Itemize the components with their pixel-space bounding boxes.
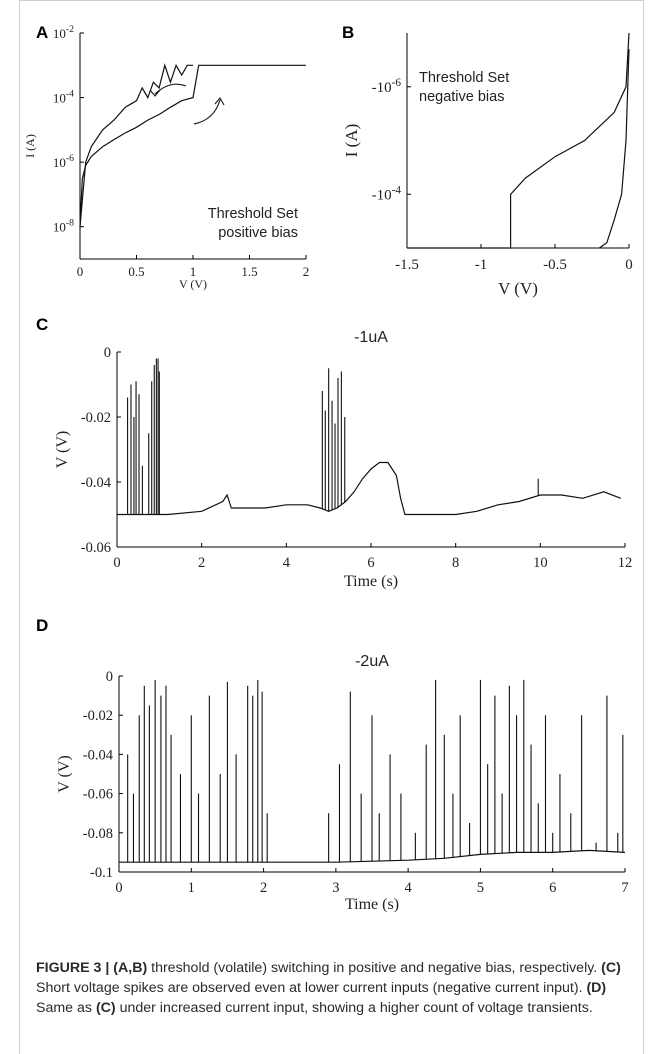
caption-part: (C) <box>601 960 621 976</box>
sweep-arrow-icon <box>193 99 221 125</box>
x-axis-label: Time (s) <box>345 896 399 913</box>
x-tick-label: 1.5 <box>241 264 257 279</box>
y-axis-label: I (A) <box>23 134 37 158</box>
series-line <box>79 63 193 227</box>
series-line <box>117 461 622 516</box>
y-tick-label: -0.04 <box>83 747 114 763</box>
x-tick-label: 0 <box>77 264 84 279</box>
chart-d: 0 1 2 3 4 5 6 7 0 -0.02 -0.04 -0.06 -0.08 -0.1 Time (s… <box>56 653 629 913</box>
caption-part: threshold (volatile) switching in positi… <box>147 960 602 976</box>
y-tick-label: 10-6 <box>53 153 74 170</box>
x-axis-label: V (V) <box>498 279 538 298</box>
x-tick-label: 2 <box>303 264 310 279</box>
panel-letter-d: D <box>36 616 48 635</box>
arrowhead-icon <box>149 89 161 97</box>
y-tick-label: -0.02 <box>83 708 113 724</box>
x-tick-label: 6 <box>367 555 374 571</box>
caption-part: Same as <box>36 1000 96 1016</box>
y-tick-label: -10-6 <box>372 77 402 96</box>
sweep-arrow-icon <box>154 83 187 95</box>
x-axis-label: V (V) <box>179 277 207 291</box>
chart-title: -2uA <box>355 653 389 670</box>
chart-title: -1uA <box>354 329 388 346</box>
y-tick-label: -0.02 <box>81 410 111 426</box>
chart-annotation: negative bias <box>419 89 504 105</box>
x-tick-label: 0.5 <box>128 264 144 279</box>
panel-letter-b: B <box>342 23 354 42</box>
x-tick-label: 0 <box>625 257 633 273</box>
x-tick-label: 0 <box>113 555 120 571</box>
x-tick-label: 4 <box>283 555 291 571</box>
x-tick-label: -1.5 <box>395 257 419 273</box>
y-tick-label: 10-8 <box>53 218 74 235</box>
x-tick-label: 1 <box>190 264 197 279</box>
arrowhead-icon <box>214 96 225 106</box>
x-tick-label: -1 <box>475 257 488 273</box>
x-tick-label: 3 <box>332 880 339 896</box>
caption-part: Short voltage spikes are observed even a… <box>36 980 587 996</box>
y-tick-label: 0 <box>104 345 111 361</box>
chart-a: 0 0.5 1 1.5 2 10-8 10-6 10-4 10-2 V (V) I (A) Thres… <box>23 24 309 291</box>
panel-letter-c: C <box>36 315 48 334</box>
chart-annotation: positive bias <box>218 225 298 241</box>
chart-annotation: Threshold Set <box>419 70 509 86</box>
y-tick-label: -0.06 <box>81 540 111 556</box>
caption-part: (C) <box>95 1000 116 1016</box>
chart-annotation: Threshold Set <box>208 206 298 222</box>
y-tick-label: -0.04 <box>81 475 112 491</box>
chart-c: 0 2 4 6 8 10 12 0 -0.02 -0.04 -0.06 Time (s) V (V) -1… <box>54 329 632 590</box>
series-line <box>599 49 630 249</box>
x-tick-label: 6 <box>549 880 556 896</box>
x-tick-label: 5 <box>477 880 484 896</box>
caption-figure-label: FIGURE 3 | <box>36 960 114 976</box>
y-axis-label: V (V) <box>54 431 71 468</box>
x-tick-label: 8 <box>452 555 459 571</box>
y-tick-label: 10-4 <box>53 89 74 106</box>
y-tick-label: -10-4 <box>372 184 402 203</box>
caption-body: (A,B) threshold (volatile) switching in … <box>36 960 621 1016</box>
caption-part: (A,B) <box>113 960 148 976</box>
panel-letter-a: A <box>36 23 48 42</box>
x-tick-label: 12 <box>618 555 633 571</box>
figure-caption: FIGURE 3 | (A,B) threshold (volatile) sw… <box>36 958 636 1018</box>
caption-part: under increased current input, showing a… <box>115 1000 593 1016</box>
y-tick-label: -0.08 <box>83 826 113 842</box>
y-tick-label: -0.1 <box>90 865 113 881</box>
series-line <box>407 32 630 249</box>
x-axis-label: Time (s) <box>344 573 398 590</box>
x-tick-label: 1 <box>188 880 195 896</box>
x-tick-label: 2 <box>260 880 267 896</box>
y-tick-label: 10-2 <box>53 24 74 41</box>
figure-frame <box>19 0 644 1054</box>
x-tick-label: -0.5 <box>543 257 567 273</box>
y-tick-label: 0 <box>106 669 113 685</box>
x-tick-label: 0 <box>115 880 122 896</box>
y-tick-label: -0.06 <box>83 787 113 803</box>
chart-b: -1.5 -1 -0.5 0 -10-6 -10-4 V (V) I (A) Threshold… <box>342 32 633 298</box>
y-axis-label: I (A) <box>342 124 361 158</box>
x-tick-label: 4 <box>405 880 413 896</box>
x-tick-label: 10 <box>533 555 548 571</box>
caption-part: (D) <box>586 980 607 996</box>
x-tick-label: 2 <box>198 555 205 571</box>
x-tick-label: 7 <box>621 880 628 896</box>
series-line <box>79 64 306 227</box>
y-axis-label: V (V) <box>56 755 73 792</box>
